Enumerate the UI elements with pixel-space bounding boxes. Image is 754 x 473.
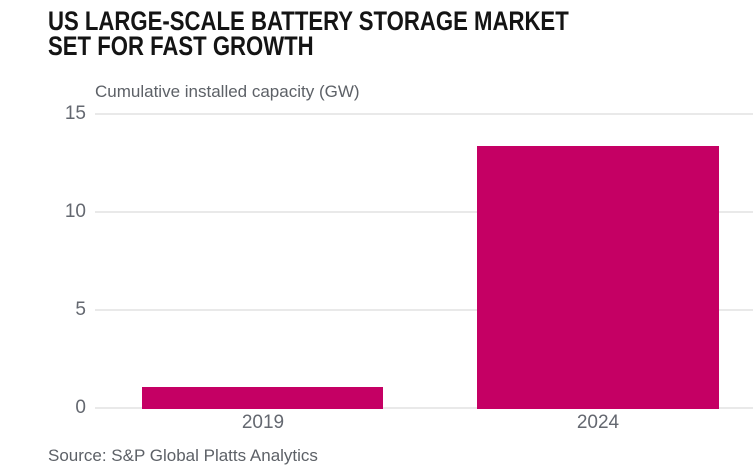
chart-title-line-1: US LARGE-SCALE BATTERY STORAGE MARKET bbox=[48, 6, 569, 36]
y-tick-label-5: 5 bbox=[75, 299, 86, 320]
gridline-10 bbox=[95, 211, 753, 213]
y-tick-label-0: 0 bbox=[75, 397, 86, 418]
y-axis-title: Cumulative installed capacity (GW) bbox=[95, 82, 360, 101]
chart-title: US LARGE-SCALE BATTERY STORAGE MARKET SE… bbox=[48, 6, 569, 61]
x-tick-label-2024: 2024 bbox=[576, 412, 620, 433]
gridline-15 bbox=[95, 113, 753, 115]
x-tick-label-2019: 2019 bbox=[241, 412, 285, 433]
chart-title-line-2: SET FOR FAST GROWTH bbox=[48, 31, 314, 61]
y-tick-label-15: 15 bbox=[64, 103, 86, 124]
gridline-0 bbox=[95, 407, 753, 409]
source-note: Source: S&P Global Platts Analytics bbox=[48, 446, 318, 465]
y-tick-label-10: 10 bbox=[64, 201, 86, 222]
gridline-5 bbox=[95, 309, 753, 311]
bar-2024 bbox=[477, 146, 719, 409]
bar-2019 bbox=[142, 387, 383, 409]
